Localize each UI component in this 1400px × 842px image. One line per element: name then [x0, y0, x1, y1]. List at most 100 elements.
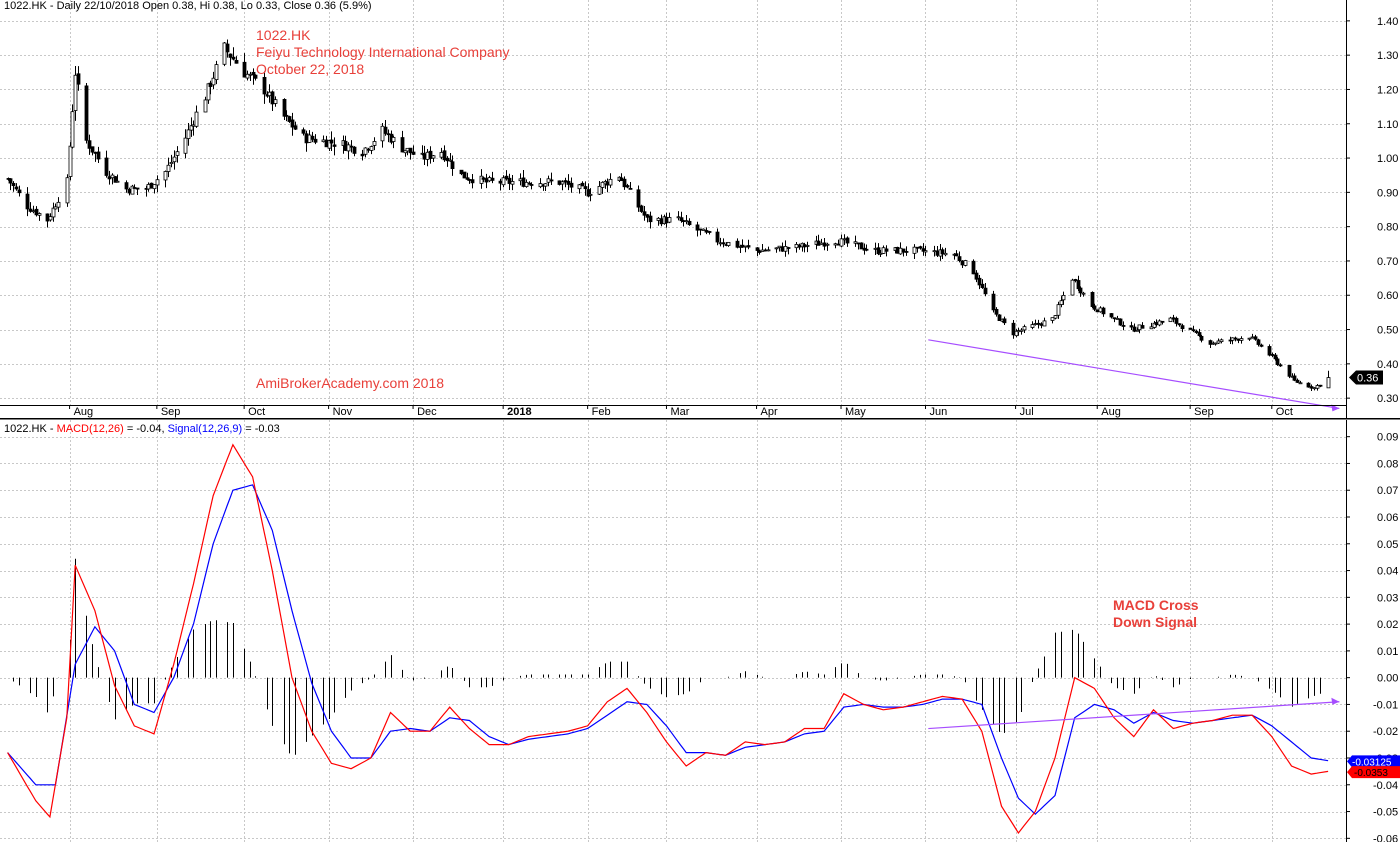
- candle-down: [132, 187, 137, 189]
- candle-up: [37, 213, 42, 216]
- candle-down: [935, 250, 940, 256]
- macd-pane[interactable]: [7, 443, 1340, 835]
- candle-down: [960, 260, 965, 266]
- candle-down: [763, 249, 768, 252]
- macd-ytick-label: 0.05: [1377, 539, 1398, 551]
- candle-down: [757, 250, 762, 253]
- candle-up: [1213, 342, 1218, 345]
- macd-value-tag: [1347, 766, 1400, 779]
- macd-ytick-label: 0.06: [1377, 512, 1398, 524]
- candle-down: [802, 244, 807, 248]
- candle-down: [149, 182, 154, 189]
- month-label: Jun: [929, 406, 947, 418]
- candle-down: [332, 144, 337, 147]
- candle-down: [290, 119, 295, 128]
- candle-up: [372, 141, 377, 146]
- candle-down: [17, 189, 22, 194]
- candle-up: [819, 242, 824, 245]
- candle-down: [755, 247, 760, 251]
- candle-down: [225, 43, 230, 53]
- candle-down: [1092, 305, 1097, 310]
- candle-up: [543, 183, 548, 187]
- candle-up: [676, 216, 681, 219]
- candle-up: [391, 136, 396, 142]
- candle-down: [707, 231, 712, 233]
- candle-down: [864, 248, 869, 251]
- candle-down: [442, 150, 447, 161]
- candle-up: [65, 177, 70, 204]
- candle-up: [597, 185, 602, 195]
- candle-up: [1230, 337, 1235, 341]
- macd-ytick-label: 0.03: [1377, 592, 1398, 604]
- candle-up: [1168, 317, 1173, 323]
- candle-down: [310, 135, 315, 140]
- candle-up: [774, 247, 779, 250]
- candle-down: [1121, 325, 1126, 327]
- candle-up: [600, 181, 605, 188]
- candle-down: [383, 126, 388, 134]
- candle-down: [1174, 317, 1179, 324]
- price-pane[interactable]: [6, 39, 1340, 412]
- candle-up: [538, 183, 543, 188]
- candle-down: [360, 153, 365, 157]
- candle-down: [428, 150, 433, 159]
- candle-down: [1101, 307, 1106, 315]
- candle-up: [1061, 295, 1066, 301]
- candle-down: [1039, 323, 1044, 326]
- macd-trendline-arrow: [1331, 697, 1340, 705]
- candle-down: [87, 140, 92, 149]
- candle-up: [380, 125, 385, 142]
- month-label: 2018: [507, 406, 531, 418]
- candle-down: [411, 151, 416, 155]
- macd-legend: 1022.HK - MACD(12,26) = -0.04, Signal(12…: [4, 423, 280, 435]
- price-ytick-label: 1.30: [1377, 50, 1398, 62]
- macd-ytick-label: 0.09: [1377, 432, 1398, 444]
- month-label: Apr: [761, 406, 778, 418]
- candle-down: [619, 177, 624, 182]
- candle-down: [687, 220, 692, 226]
- candle-down: [1078, 287, 1083, 294]
- candle-down: [715, 231, 720, 243]
- candle-down: [1199, 335, 1204, 341]
- candle-up: [56, 201, 61, 208]
- candle-down: [974, 272, 979, 280]
- candle-down: [580, 182, 585, 187]
- candle-down: [1073, 279, 1078, 282]
- candle-down: [695, 224, 700, 231]
- candle-down: [1197, 332, 1202, 337]
- candle-down: [127, 189, 132, 194]
- candle-down: [400, 137, 405, 153]
- candle-up: [501, 177, 506, 186]
- candle-down: [470, 179, 475, 184]
- candle-up: [248, 73, 253, 76]
- candle-up: [155, 179, 160, 186]
- candle-down: [1076, 280, 1081, 290]
- candle-down: [845, 237, 850, 244]
- candle-up: [718, 242, 723, 245]
- candle-down: [1259, 344, 1264, 347]
- candle-up: [1022, 326, 1027, 331]
- candle-up: [169, 161, 174, 165]
- macd-ytick-label: -0.01: [1373, 699, 1398, 711]
- candle-down: [1270, 354, 1275, 356]
- company-annotation: Feiyu Technology International Company: [256, 44, 510, 60]
- candle-up: [726, 241, 731, 246]
- candle-down: [422, 153, 427, 160]
- candle-down: [645, 214, 650, 218]
- macd-ytick-label: 0.02: [1377, 619, 1398, 631]
- candle-up: [222, 42, 227, 65]
- price-ytick-label: 0.60: [1377, 290, 1398, 302]
- candle-down: [45, 213, 50, 222]
- candle-down: [664, 216, 669, 224]
- candle-up: [1033, 323, 1038, 325]
- candle-up: [172, 156, 177, 163]
- candle-up: [194, 111, 199, 127]
- macd-ytick-label: -0.05: [1373, 807, 1398, 819]
- candle-down: [1180, 325, 1185, 330]
- candle-up: [68, 145, 73, 177]
- candle-up: [825, 243, 830, 246]
- price-trendline: [928, 339, 1340, 410]
- candle-down: [816, 240, 821, 246]
- candle-down: [304, 133, 309, 144]
- candle-up: [73, 74, 78, 111]
